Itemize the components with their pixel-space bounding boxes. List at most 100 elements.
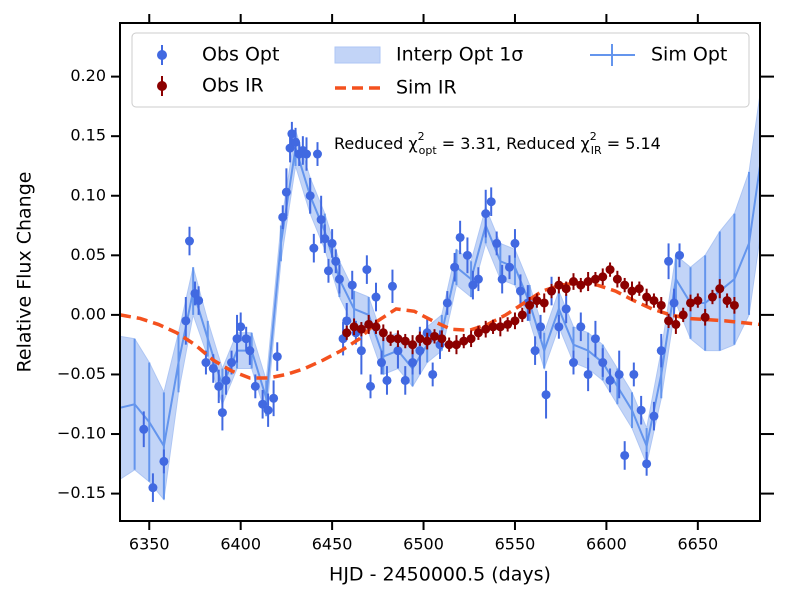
- data-point: [583, 277, 593, 287]
- data-point: [221, 375, 231, 385]
- y-tick-label: 0.00: [70, 304, 106, 323]
- data-point: [504, 262, 514, 272]
- data-point: [364, 319, 374, 329]
- legend-label: Interp Opt 1σ: [396, 44, 523, 66]
- data-point: [442, 298, 452, 308]
- data-point: [539, 298, 549, 308]
- data-point: [459, 336, 469, 346]
- data-point: [466, 334, 476, 344]
- data-point: [323, 266, 333, 276]
- legend: Obs Opt Obs IR Interp Opt 1σ Sim IR Sim Opt: [131, 32, 750, 108]
- data-point: [356, 324, 366, 334]
- data-point: [400, 375, 410, 385]
- data-point: [312, 149, 322, 159]
- data-point: [184, 236, 194, 246]
- data-point: [263, 405, 273, 415]
- data-point: [473, 274, 483, 284]
- data-point: [598, 358, 608, 368]
- y-tick-label: −0.10: [57, 424, 106, 443]
- data-point: [554, 322, 564, 332]
- data-point: [642, 459, 652, 469]
- data-point: [671, 319, 681, 329]
- plot-area: [120, 94, 760, 502]
- y-tick-label: 0.10: [70, 185, 106, 204]
- data-point: [208, 364, 218, 374]
- data-point: [605, 375, 615, 385]
- data-point: [510, 238, 520, 248]
- data-point: [656, 300, 666, 310]
- data-point: [620, 280, 630, 290]
- data-point: [675, 250, 685, 260]
- data-point: [428, 369, 438, 379]
- data-point: [422, 336, 432, 346]
- data-point: [393, 346, 403, 356]
- legend-label: Obs Opt: [202, 44, 279, 66]
- data-point: [536, 322, 546, 332]
- data-point: [378, 328, 388, 338]
- y-tick-label: 0.20: [70, 66, 106, 85]
- data-point: [525, 300, 535, 310]
- data-point: [627, 286, 637, 296]
- data-point: [387, 281, 397, 291]
- data-point: [408, 358, 418, 368]
- data-point: [287, 129, 297, 139]
- data-point: [362, 265, 372, 275]
- data-point: [481, 324, 491, 334]
- data-point: [517, 310, 527, 320]
- data-point: [561, 284, 571, 294]
- data-point: [669, 298, 679, 308]
- legend-box: [131, 32, 750, 108]
- data-point: [649, 296, 659, 306]
- x-tick-label: 6600: [586, 535, 627, 554]
- data-point: [371, 292, 381, 302]
- data-point: [541, 390, 551, 400]
- data-point: [605, 265, 615, 275]
- legend-label: Sim Opt: [651, 44, 727, 66]
- data-point: [462, 250, 472, 260]
- data-point: [250, 381, 260, 391]
- data-point: [148, 483, 158, 493]
- data-point: [495, 322, 505, 332]
- x-tick-label: 6400: [220, 535, 261, 554]
- x-axis-label: HJD - 2450000.5 (days): [329, 564, 551, 586]
- annotation: Reduced χ2 opt = 3.31, Reduced χ2 IR = 5.1…: [334, 130, 661, 157]
- data-point: [583, 369, 593, 379]
- data-point: [269, 393, 279, 403]
- data-point: [415, 334, 425, 344]
- x-tick-label: 6450: [312, 535, 353, 554]
- data-point: [232, 334, 242, 344]
- data-point: [612, 274, 622, 284]
- dashed-line: [120, 280, 760, 380]
- data-point: [241, 334, 251, 344]
- data-point: [530, 346, 540, 356]
- data-point: [342, 328, 352, 338]
- data-point: [376, 358, 386, 368]
- legend-swatch: [157, 81, 167, 91]
- data-point: [488, 322, 498, 332]
- data-point: [455, 232, 465, 242]
- data-point: [568, 277, 578, 287]
- data-point: [159, 456, 169, 466]
- data-point: [664, 316, 674, 326]
- data-point: [437, 334, 447, 344]
- data-point: [634, 284, 644, 294]
- data-point: [382, 375, 392, 385]
- data-point: [309, 243, 319, 253]
- data-point: [729, 300, 739, 310]
- data-point: [598, 272, 608, 282]
- data-point: [693, 296, 703, 306]
- data-point: [576, 322, 586, 332]
- data-point: [515, 286, 525, 296]
- data-point: [568, 358, 578, 368]
- data-point: [532, 296, 542, 306]
- y-tick-label: 0.05: [70, 245, 106, 264]
- data-point: [400, 336, 410, 346]
- data-point: [217, 408, 227, 418]
- data-point: [707, 292, 717, 302]
- x-tick-label: 6350: [129, 535, 170, 554]
- data-point: [331, 256, 341, 266]
- legend-swatch: [334, 46, 381, 64]
- data-point: [620, 450, 630, 460]
- annotation-part: 2: [418, 130, 425, 143]
